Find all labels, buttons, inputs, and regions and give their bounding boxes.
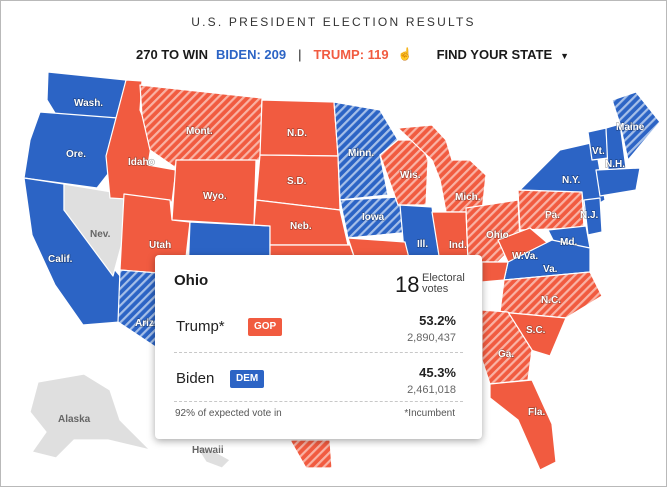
find-state-dropdown[interactable]: FIND YOUR STATE ▼ — [437, 47, 569, 62]
state-label-arizona: Ariz. — [135, 318, 157, 329]
state-michigan[interactable] — [397, 124, 487, 213]
state-label-washington: Wash. — [74, 98, 103, 109]
state-label-ohio: Ohio — [486, 230, 509, 241]
state-label-florida: Fla. — [528, 407, 545, 418]
state-label-california: Calif. — [48, 254, 73, 265]
state-label-virginia: Va. — [543, 264, 558, 275]
state-label-idaho: Idaho — [128, 157, 155, 168]
biden-total: BIDEN: 209 — [216, 46, 287, 62]
state-label-north-carolina: N.C. — [541, 295, 561, 306]
state-labels: Wash. Ore. Calif. Nev. Idaho Mont. Wyo. … — [47, 97, 645, 456]
page-title: U.S. PRESIDENT ELECTION RESULTS — [191, 15, 476, 29]
state-kentucky-region[interactable] — [481, 261, 509, 283]
state-maine[interactable] — [611, 91, 661, 161]
state-label-pennsylvania: Pa. — [545, 210, 560, 221]
candidate-name: Trump* — [176, 318, 225, 335]
candidate-votes: 2,890,437 — [407, 332, 456, 344]
expected-vote-text: 92% of expected vote in — [175, 408, 282, 419]
find-state-label: FIND YOUR STATE — [436, 46, 553, 62]
state-label-new-york: N.Y. — [562, 175, 581, 186]
state-label-wisconsin: Wis. — [400, 170, 421, 181]
state-label-north-dakota: N.D. — [287, 128, 307, 139]
state-label-south-dakota: S.D. — [287, 176, 307, 187]
state-new-england[interactable] — [595, 167, 641, 197]
state-label-alaska: Alaska — [58, 414, 91, 425]
state-label-utah: Utah — [149, 240, 171, 251]
state-label-indiana: Ind. — [449, 240, 467, 251]
electoral-votes-label: Electoral votes — [422, 272, 465, 295]
state-label-south-carolina: S.C. — [526, 325, 546, 336]
candidate-percent: 45.3% — [419, 365, 456, 380]
state-north-carolina[interactable] — [499, 271, 603, 319]
state-texas-edge[interactable] — [289, 439, 333, 469]
state-label-minnesota: Minn. — [348, 148, 374, 159]
state-label-illinois: Ill. — [417, 239, 428, 250]
pointer-hand-icon: ☝ — [397, 47, 413, 61]
incumbent-footnote: *Incumbent — [404, 408, 455, 419]
state-label-nevada: Nev. — [90, 229, 111, 240]
candidate-row-trump: Trump* GOP 53.2% 2,890,437 — [176, 313, 456, 353]
candidate-row-biden: Biden DEM 45.3% 2,461,018 — [176, 365, 456, 405]
state-alaska[interactable] — [29, 373, 151, 459]
popup-state-name: Ohio — [174, 272, 209, 289]
state-results-popup: Ohio 18 Electoral votes Trump* GOP 53.2%… — [155, 255, 482, 439]
state-label-maryland: Md. — [560, 237, 577, 248]
state-label-oregon: Ore. — [66, 149, 86, 160]
state-hawaii[interactable] — [195, 445, 231, 469]
state-label-new-jersey: N.J. — [580, 210, 599, 221]
state-label-vermont: Vt. — [592, 146, 605, 157]
state-wisconsin[interactable] — [379, 139, 429, 206]
party-badge-dem: DEM — [230, 370, 265, 388]
state-label-maine: Maine — [616, 122, 645, 133]
electoral-votes-count: 18 — [395, 272, 420, 297]
results-separator: | — [298, 46, 302, 62]
state-new-hampshire[interactable] — [605, 123, 627, 171]
state-florida[interactable] — [489, 379, 557, 471]
state-label-hawaii: Hawaii — [192, 445, 224, 456]
chevron-down-icon: ▼ — [560, 50, 570, 61]
state-label-michigan: Mich. — [455, 192, 481, 203]
party-badge-gop: GOP — [248, 318, 283, 336]
state-new-jersey[interactable] — [583, 197, 603, 236]
popup-divider — [174, 352, 463, 353]
state-label-iowa: Iowa — [362, 212, 385, 223]
state-label-wyoming: Wyo. — [203, 191, 227, 202]
state-label-georgia: Ga. — [498, 349, 514, 360]
to-win-label: 270 TO WIN — [136, 46, 209, 62]
candidate-name: Biden — [176, 370, 215, 387]
state-label-west-virginia: W.Va. — [512, 251, 538, 262]
state-label-montana: Mont. — [186, 126, 213, 137]
candidate-percent: 53.2% — [419, 313, 456, 328]
state-minnesota[interactable] — [333, 101, 399, 201]
popup-divider — [174, 401, 463, 402]
trump-total: TRUMP: 119 — [313, 46, 389, 62]
state-label-nebraska: Neb. — [290, 221, 312, 232]
candidate-votes: 2,461,018 — [407, 384, 456, 396]
state-washington[interactable] — [46, 71, 127, 119]
results-bar: 270 TO WIN BIDEN: 209 | TRUMP: 119 ☝ FIN… — [136, 44, 569, 64]
state-label-new-hampshire: N.H. — [605, 159, 625, 170]
state-new-york[interactable] — [519, 141, 606, 213]
